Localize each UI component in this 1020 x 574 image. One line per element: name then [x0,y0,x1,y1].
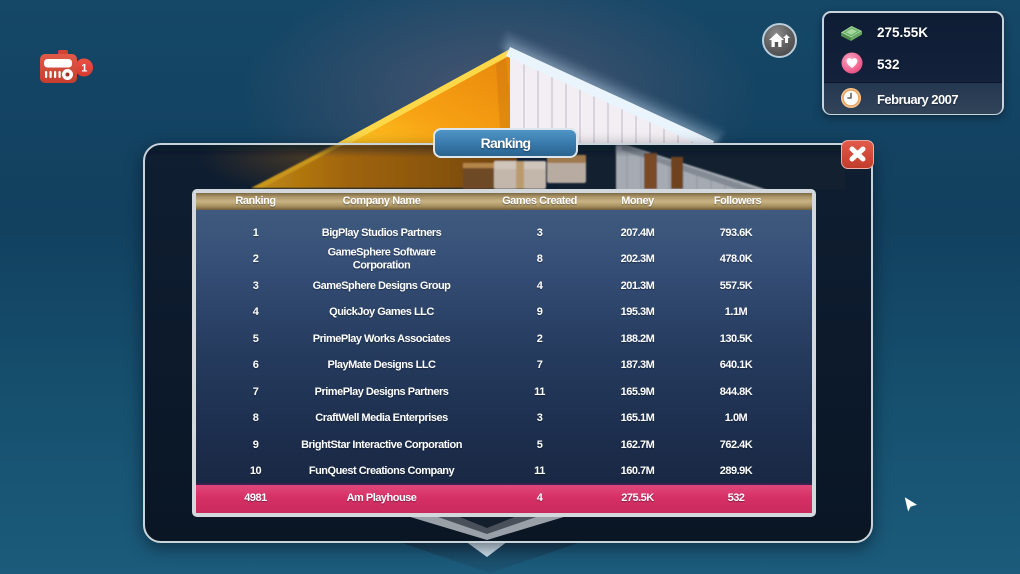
svg-text:1: 1 [81,63,87,75]
